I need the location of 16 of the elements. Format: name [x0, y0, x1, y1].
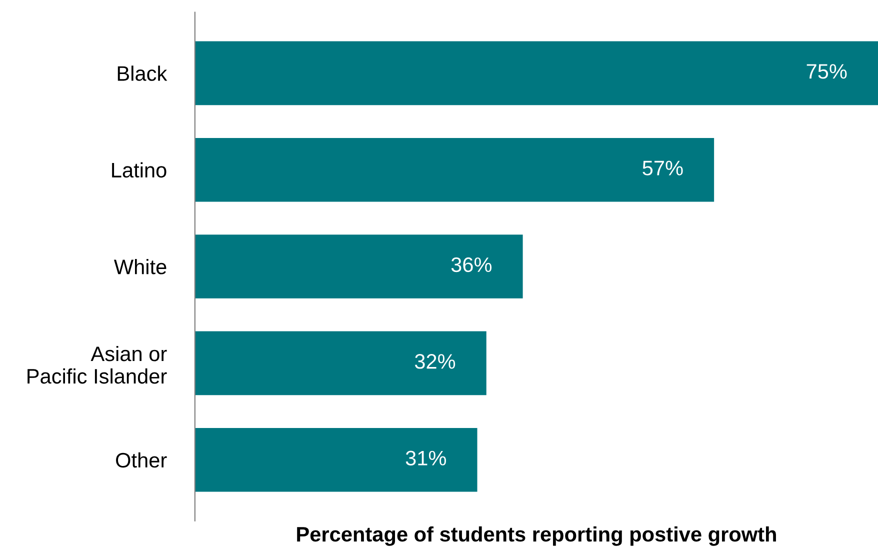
data-label: 57%: [642, 160, 683, 176]
x-axis-title: Percentage of students reporting postive growth: [297, 526, 776, 546]
y-tick-label: Asian or Pacific Islander: [28, 346, 167, 384]
data-label: 31%: [406, 450, 446, 466]
y-tick-label: Other: [116, 452, 167, 468]
data-label: 32%: [414, 354, 456, 369]
data-label: 36%: [451, 257, 492, 272]
y-tick-label: Black: [118, 66, 168, 81]
bar: [194, 138, 714, 202]
y-tick-label: Latino: [112, 162, 166, 178]
bar: [194, 428, 478, 492]
bar: [194, 41, 878, 106]
bar: [194, 234, 523, 298]
y-tick-label: White: [114, 258, 166, 274]
bar: [194, 331, 486, 396]
data-label: 75%: [806, 64, 847, 79]
